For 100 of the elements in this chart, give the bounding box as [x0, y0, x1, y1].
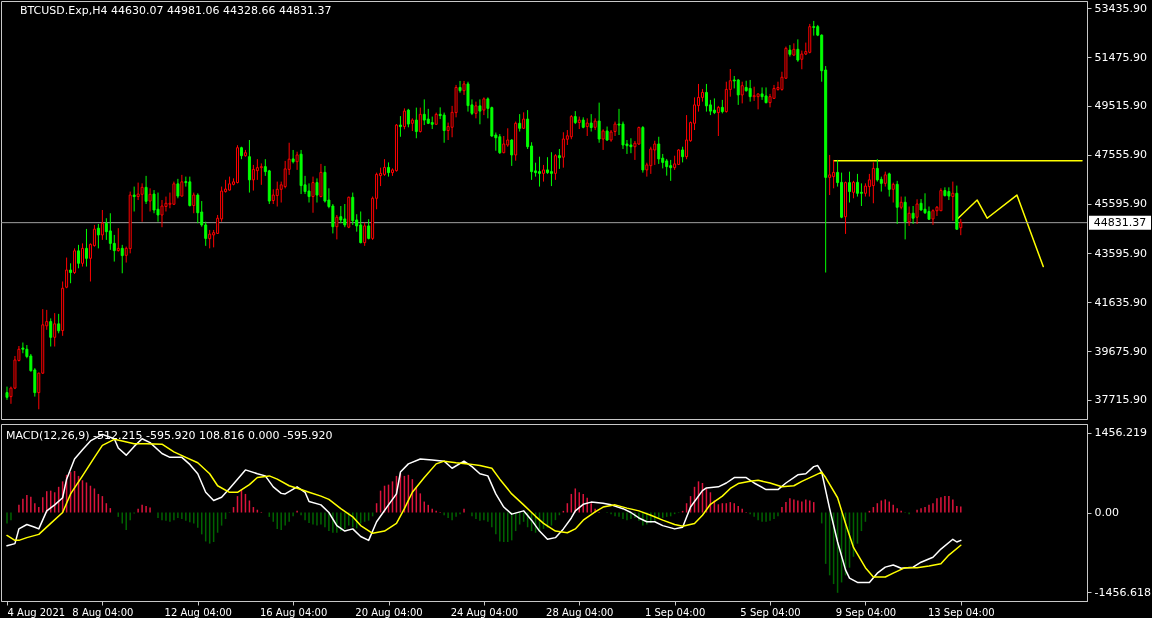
candlestick [144, 175, 148, 205]
candlestick [510, 138, 514, 167]
candlestick [915, 198, 919, 225]
candlestick [255, 158, 259, 181]
candlestick [478, 98, 482, 125]
line-series [955, 194, 1044, 268]
candlestick [77, 244, 81, 269]
candlestick [601, 128, 605, 151]
candlestick [764, 86, 768, 104]
candlestick [359, 210, 363, 244]
y-tick-label: 1456.219 [1094, 426, 1147, 440]
candlestick [196, 192, 200, 224]
y-tick-label: 53435.90 [1094, 1, 1147, 15]
candlestick [740, 81, 744, 104]
x-tick-label: 1 Sep 04:00 [644, 606, 706, 618]
x-tick-label: 9 Sep 04:00 [835, 606, 897, 618]
candlestick [140, 182, 144, 223]
candlestick [104, 217, 108, 241]
candlestick [160, 199, 164, 228]
candlestick [156, 192, 160, 223]
candlestick [947, 186, 951, 201]
y-tick-label: 51475.90 [1094, 50, 1147, 64]
y-tick-label: 47555.90 [1094, 148, 1147, 162]
candlestick [557, 148, 561, 170]
candlestick [116, 227, 120, 253]
candlestick [792, 42, 796, 57]
candlestick [561, 131, 565, 169]
x-tick-label: 4 Aug 2021 [7, 606, 66, 618]
x-tick-label: 5 Sep 04:00 [740, 606, 801, 618]
y-tick-label: 39675.90 [1094, 344, 1147, 358]
candlestick [832, 159, 836, 189]
ref-line-label: 44831.37 [1093, 215, 1147, 229]
candlestick [21, 342, 25, 354]
candlestick [704, 83, 708, 113]
candlestick [669, 159, 673, 182]
candlestick [760, 86, 764, 101]
candlestick [685, 114, 689, 160]
chart-title: MACD(12,26,9) -512.215 -595.920 108.816 0.000 -595.920 [6, 429, 333, 442]
candlestick [351, 192, 355, 226]
candlestick [891, 182, 895, 204]
candlestick [553, 153, 557, 181]
candlestick [295, 151, 299, 171]
candlestick [724, 81, 728, 114]
candlestick [188, 176, 192, 208]
x-tick-label: 16 Aug 04:00 [259, 606, 328, 618]
candlestick [311, 176, 315, 214]
candlestick [748, 79, 752, 103]
candlestick [796, 38, 800, 63]
y-tick-label: 43595.90 [1094, 246, 1147, 260]
candlestick [291, 149, 295, 164]
x-tick-label: 8 Aug 04:00 [72, 606, 134, 618]
x-tick-label: 20 Aug 04:00 [355, 606, 423, 618]
y-tick-label: 0.00 [1094, 506, 1119, 519]
candlestick [112, 234, 116, 263]
candlestick [800, 50, 804, 70]
candlestick [65, 257, 69, 289]
candlestick [100, 209, 104, 241]
candlestick [84, 228, 88, 268]
candlestick [176, 178, 180, 199]
candlestick [466, 81, 470, 113]
candlestick [458, 80, 462, 94]
candlestick [895, 180, 899, 225]
candlestick [907, 206, 911, 227]
candlestick [736, 78, 740, 106]
candlestick [81, 242, 84, 268]
candlestick [247, 139, 251, 194]
candlestick [875, 158, 879, 183]
candlestick [597, 102, 601, 144]
candlestick [363, 222, 367, 247]
candlestick [120, 244, 124, 274]
candlestick [653, 140, 657, 166]
candlestick [911, 205, 915, 225]
x-tick-label: 28 Aug 04:00 [546, 606, 614, 618]
candlestick [871, 161, 875, 204]
candlestick [418, 107, 422, 134]
candlestick [788, 44, 792, 58]
candlestick [569, 114, 573, 140]
candlestick [148, 187, 152, 212]
candlestick [69, 262, 73, 284]
candlestick [343, 203, 347, 228]
candlestick [53, 312, 57, 348]
candlestick [259, 162, 263, 186]
candlestick [422, 98, 426, 126]
y-tick-label: 37715.90 [1094, 393, 1147, 407]
candlestick [108, 212, 112, 251]
candlestick [283, 160, 287, 189]
candlestick [335, 214, 339, 240]
candlestick [180, 174, 184, 198]
candlestick [192, 192, 196, 214]
candlestick [414, 107, 418, 139]
candlestick [398, 115, 402, 138]
y-tick-label: 41635.90 [1094, 295, 1147, 309]
candlestick [49, 317, 53, 348]
y-tick-label: -1456.618 [1094, 585, 1151, 599]
candlestick [716, 105, 720, 137]
x-tick-label: 12 Aug 04:00 [164, 606, 232, 618]
candlestick [251, 164, 255, 192]
x-tick-label: 24 Aug 04:00 [450, 606, 519, 618]
candlestick [402, 107, 406, 130]
candlestick [315, 177, 319, 204]
